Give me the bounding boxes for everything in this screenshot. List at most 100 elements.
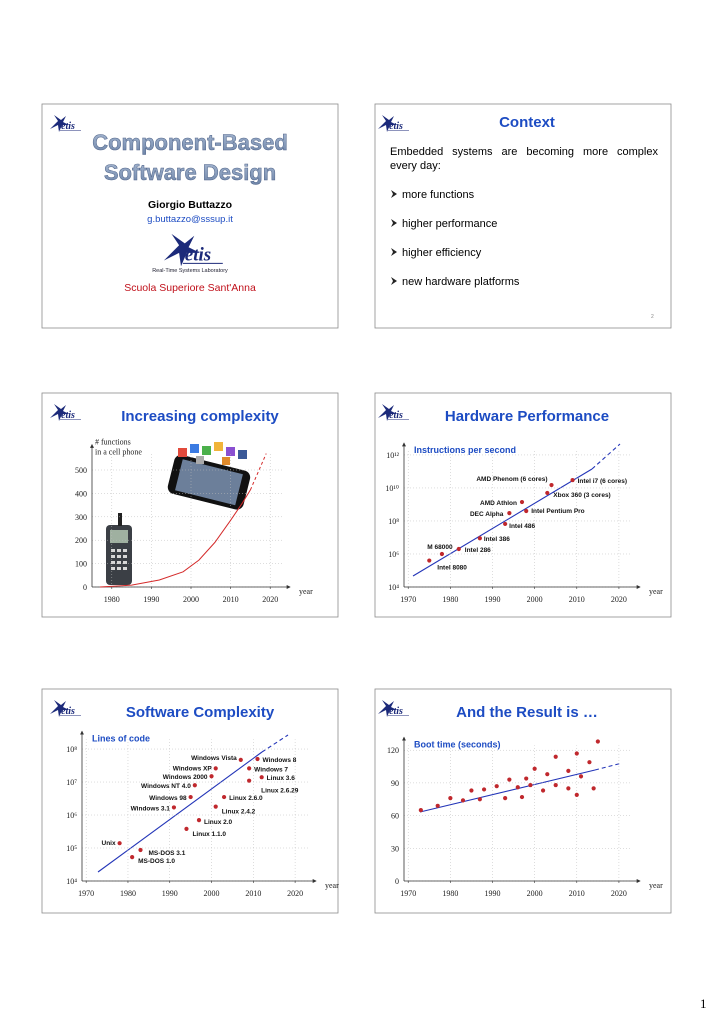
point-label: Intel 386 (484, 536, 510, 543)
point-label: DEC Alpha (470, 511, 504, 518)
point (171, 805, 177, 810)
y-tick-label: 10¹² (386, 451, 399, 460)
x-tick-label: 2000 (527, 889, 543, 898)
point (259, 775, 264, 780)
point-label: Windows 3.1 (131, 805, 171, 812)
point (574, 792, 579, 797)
slide-title: Increasing complexity (121, 408, 279, 425)
title-line: Software Design (104, 160, 276, 185)
logo: etis (163, 233, 223, 267)
logo-star (378, 404, 397, 421)
point (528, 782, 533, 788)
point-label: Windows 98 (149, 795, 187, 802)
point (238, 757, 243, 762)
point (515, 785, 520, 790)
point (587, 760, 592, 765)
slide-frame (41, 688, 339, 914)
institute: Scuola Superiore Sant'Anna (124, 282, 256, 294)
slide-frame (41, 392, 339, 618)
y-tick-label: 10⁶ (388, 550, 399, 559)
point (553, 782, 558, 788)
point (427, 558, 432, 563)
point-label: Intel 486 (509, 523, 535, 530)
logo-star (378, 700, 397, 717)
y-tick-label: 200 (75, 536, 87, 545)
phone-pictures (106, 442, 251, 585)
logo: etis (378, 115, 409, 132)
point-label: Intel Pentium Pro (531, 508, 584, 515)
point (519, 499, 525, 505)
point (503, 796, 508, 801)
logo-text: etis (61, 410, 75, 421)
point (184, 826, 189, 831)
point (591, 786, 596, 791)
point (130, 855, 135, 860)
x-axis-label: year (325, 881, 339, 890)
slide-title: And the Result is … (456, 704, 598, 721)
point-label: Intel 8080 (437, 565, 467, 572)
x-axis-label: year (299, 587, 313, 596)
y-tick-label: 10⁸ (66, 745, 77, 754)
point-label: Linux 1.1.0 (192, 831, 226, 838)
y-tick-label: 10⁸ (388, 517, 399, 526)
point (448, 796, 453, 801)
point-label: MS-DOS 1.0 (138, 858, 175, 865)
point (418, 808, 423, 813)
point (566, 768, 571, 774)
x-tick-label: 1990 (485, 889, 501, 898)
y-tick-label: 100 (75, 560, 87, 569)
y-tick-label: 10⁷ (66, 778, 77, 787)
page-number: 1 (700, 996, 707, 1011)
point (532, 766, 537, 771)
point-label: Windows XP (173, 765, 213, 772)
logo-text: etis (389, 121, 403, 132)
y-tick-label: 400 (75, 489, 87, 498)
point-label: Windows 7 (254, 766, 288, 773)
point (469, 788, 474, 793)
logo: etis (378, 700, 409, 717)
y-tick-label: 0 (395, 877, 399, 886)
x-tick-label: 2020 (262, 595, 278, 604)
point (213, 804, 218, 809)
x-tick-label: 2000 (183, 595, 199, 604)
point-label: Linux 3.6 (267, 775, 296, 782)
logo-star (163, 233, 200, 267)
point (188, 794, 193, 800)
x-tick-label: 1980 (104, 595, 120, 604)
y-axis-label: Lines of code (92, 733, 150, 743)
slide-frame (374, 103, 672, 329)
y-tick-label: 10⁶ (66, 811, 77, 820)
point-label: Linux 2.6.29 (261, 788, 299, 795)
x-tick-label: 1970 (400, 889, 416, 898)
bullet-arrow (391, 219, 397, 227)
email: g.buttazzo@sssup.it (147, 214, 233, 225)
x-tick-label: 1990 (485, 595, 501, 604)
point (481, 787, 487, 792)
logo-star (50, 404, 69, 421)
logo-text: etis (61, 706, 75, 717)
y-axis-label: Boot time (seconds) (414, 739, 501, 749)
point-label: AMD Athlon (480, 500, 517, 507)
x-tick-label: 2010 (569, 595, 585, 604)
point (221, 794, 227, 800)
bullet-arrow (391, 248, 397, 256)
projection-line (249, 453, 267, 491)
slide-title: Hardware Performance (445, 408, 609, 425)
point (507, 777, 512, 782)
point (519, 794, 525, 800)
x-axis-label: year (649, 587, 663, 596)
y-tick-label: 300 (75, 513, 87, 522)
point (545, 490, 550, 496)
y-tick-label: 60 (391, 812, 399, 821)
x-tick-label: 2020 (287, 889, 303, 898)
logo-star (50, 700, 69, 717)
point-label: Xbox 360 (3 cores) (553, 492, 610, 499)
logo-star (50, 115, 69, 132)
point-label: Intel i7 (6 cores) (578, 478, 628, 485)
logo: etis (50, 115, 81, 132)
logo-text: etis (61, 121, 75, 132)
y-tick-label: 10¹⁰ (385, 484, 399, 493)
bullet-arrow (391, 190, 397, 198)
point (192, 783, 197, 788)
